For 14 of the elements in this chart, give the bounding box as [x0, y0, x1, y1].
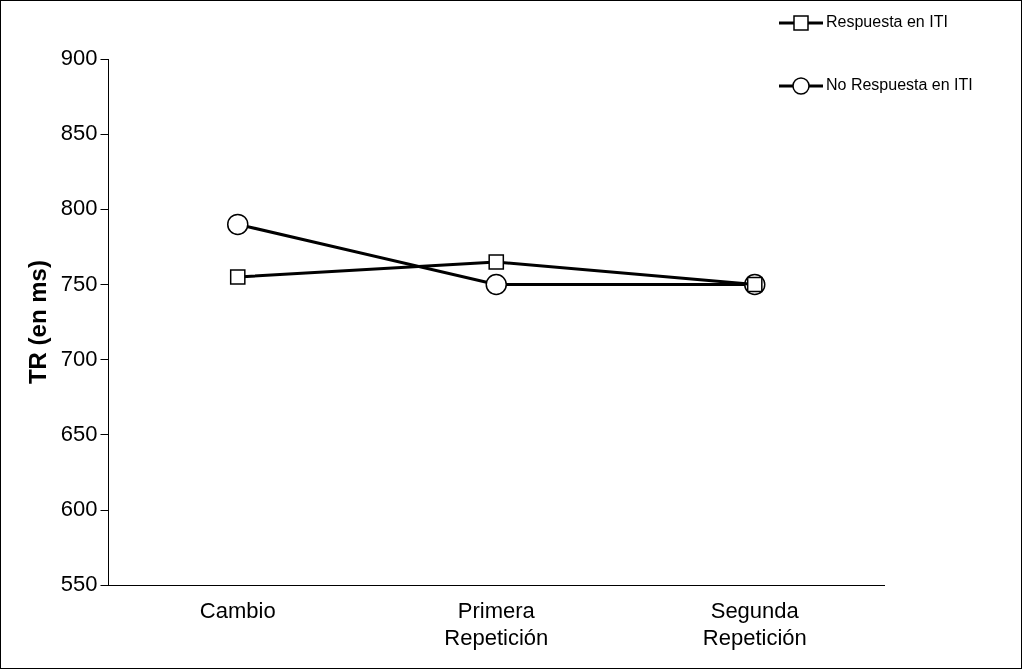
y-tick-label: 650	[60, 420, 98, 446]
x-tick-label: Cambio	[199, 598, 276, 624]
y-tick-label: 700	[60, 345, 98, 371]
y-tick-label: 550	[60, 571, 98, 597]
legend-label: Respuesta en ITI	[826, 13, 948, 31]
y-tick-label: 900	[60, 45, 98, 71]
y-tick-label: 850	[60, 120, 98, 146]
y-tick-label: 600	[60, 496, 98, 522]
x-tick-label: Segunda Repetición	[702, 598, 807, 650]
y-tick-label: 750	[60, 270, 98, 296]
y-tick-label: 800	[60, 195, 98, 221]
y-axis-title: TR (en ms)	[24, 260, 52, 385]
legend-label: No Respuesta en ITI	[826, 76, 973, 94]
x-tick-label: Primera Repetición	[444, 598, 549, 650]
